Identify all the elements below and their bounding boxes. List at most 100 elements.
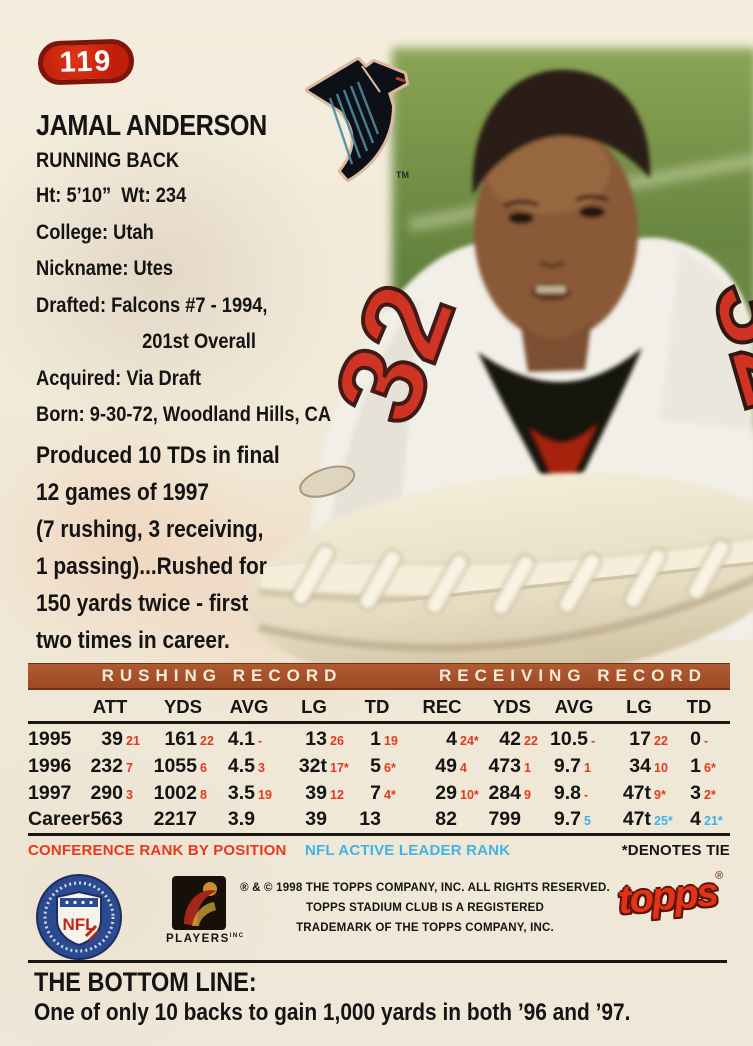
row-year-label: Career [28,808,90,831]
stat-rank: 21* [704,814,723,829]
stat-cell: 1002 8 [152,780,226,809]
row-year-label: 1995 [28,728,72,750]
stat-rank: 3 [258,760,265,775]
conference-rank-legend: CONFERENCE RANK BY POSITION [28,842,287,860]
stat-cell: 39 [284,806,356,835]
note-line: Produced 10 TDs in final [36,442,280,469]
stat-rank: 6* [704,760,716,775]
nfl-shield-text: NFL [62,915,95,934]
stat-cell: 34 10 [610,753,680,782]
note-line: 150 yards twice - first [36,590,249,617]
stat-value: 82 [435,808,457,831]
stat-value: 7 [370,781,381,804]
rushing-record-header: RUSHING RECORD [101,666,343,685]
stat-rank: 21 [126,734,140,748]
bio-line: 201st Overall [142,330,256,353]
stats-column-headers: ATT YDS AVG LG TD REC YDS AVG LG TD [28,696,730,721]
topps-registered-mark: ® [714,869,724,883]
stat-value: 32t [298,754,327,777]
stat-cell: 47t 9* [610,780,680,809]
stat-cell: 3.5 19 [226,780,284,809]
stat-value: 161 [164,728,197,750]
players-logo-figure [184,882,217,926]
footer: NFL PLAYERSINC ® & © 1998 THE TOPPS COMP… [28,869,730,960]
stat-cell: 4 24* [410,726,486,755]
stat-cell: 82 [410,806,486,835]
stat-rank: 24* [460,734,479,748]
stat-rank: 5 [584,814,591,829]
stat-value: 42 [499,728,521,750]
football-laces [291,538,731,616]
copyright-line: TRADEMARK OF THE TOPPS COMPANY, INC. [296,922,554,934]
table-bottom-rule [28,833,730,837]
stat-value: 4 [446,728,457,750]
stat-cell: 473 1 [486,753,550,782]
column-header: REC [422,696,462,717]
column-header: TD [686,696,712,717]
stat-value: 13 [305,728,327,750]
stat-value: 9.7 [553,808,581,831]
nfl-players-logo: PLAYERSINC [166,876,243,945]
stat-value: 232 [90,754,123,777]
header-rule [28,721,730,724]
stat-rank: 22 [524,734,538,748]
bottom-rule [28,960,727,963]
topps-logo: topps® [616,869,726,923]
row-year-label: 1996 [28,754,72,777]
bio-line: Drafted: Falcons #7 - 1994, [36,293,268,317]
stat-rank: 22 [654,734,668,748]
players-inc: INC [229,933,245,939]
stat-cell: 32t 17* [284,753,356,782]
stat-cell: 799 [486,806,550,835]
stat-cell: 13 [356,806,410,835]
stat-cell: 9.7 1 [550,753,610,782]
stats-rows: 1995 39 21 161 22 4.1-13 26 1 19 4 24* 42 22 10.5-17 2… [28,726,730,833]
stats-table: RUSHING RECORD RECEIVING RECORD ATT YDS AV… [28,663,730,859]
topps-logo-text: topps [616,870,719,923]
stat-value: 9.7 [553,754,581,777]
stat-value: 39 [305,781,327,804]
stat-value: 49 [435,754,457,777]
stat-cell: 42 22 [486,726,550,755]
stat-value: 1055 [153,754,197,777]
stat-rank: 26 [330,734,344,748]
stat-cell: 47t 25* [610,806,680,835]
stat-rank: 3 [126,787,133,802]
denotes-tie-legend: *DENOTES TIE [621,842,730,860]
bottom-line-text: One of only 10 backs to gain 1,000 yards… [34,999,631,1026]
row-year-label: 1997 [28,781,72,804]
stat-cell: 4.1- [226,726,284,755]
stat-rank: 6* [384,760,396,775]
stats-legend: CONFERENCE RANK BY POSITION NFL ACTIVE L… [28,842,730,859]
card-number-badge: 119 [37,38,135,86]
receiving-record-header: RECEIVING RECORD [439,666,707,685]
stat-value: 3 [690,781,701,804]
stat-value: 39 [101,728,123,750]
players-logo-mark [172,876,226,930]
stat-rank: 19 [384,734,398,748]
copyright-line: TOPPS STADIUM CLUB IS A REGISTERED [305,902,545,914]
stat-cell: 29 10* [410,780,486,809]
copyright-text: ® & © 1998 THE TOPPS COMPANY, INC. ALL R… [240,878,610,938]
stat-cell: 284 9 [486,780,550,809]
stat-value: 34 [629,754,651,777]
stat-value: 3.5 [227,781,255,804]
stat-rank: - [704,734,709,748]
player-name: JAMAL ANDERSON [36,110,267,142]
stat-value: 2217 [153,808,197,831]
stat-rank: 22 [200,734,214,748]
player-bio: Ht: 5’10” Wt: 234 College: Utah Nickname: … [36,178,753,434]
player-position: RUNNING BACK [36,149,180,172]
stat-cell: 3.9 [226,806,284,835]
note-line: (7 rushing, 3 receiving, [36,516,264,543]
stat-value: 284 [488,781,521,804]
stat-rank: 9 [524,787,531,802]
note-line: two times in career. [36,627,230,654]
bio-line: College: Utah [36,220,154,244]
stat-value: 5 [370,754,381,777]
stat-cell: 1055 6 [152,753,226,782]
bio-line: Born: 9-30-72, Woodland Hills, CA [36,403,332,426]
stat-value: 1 [690,754,701,777]
column-header: YDS [492,696,532,717]
falcons-logo-tm: TM [396,170,409,180]
